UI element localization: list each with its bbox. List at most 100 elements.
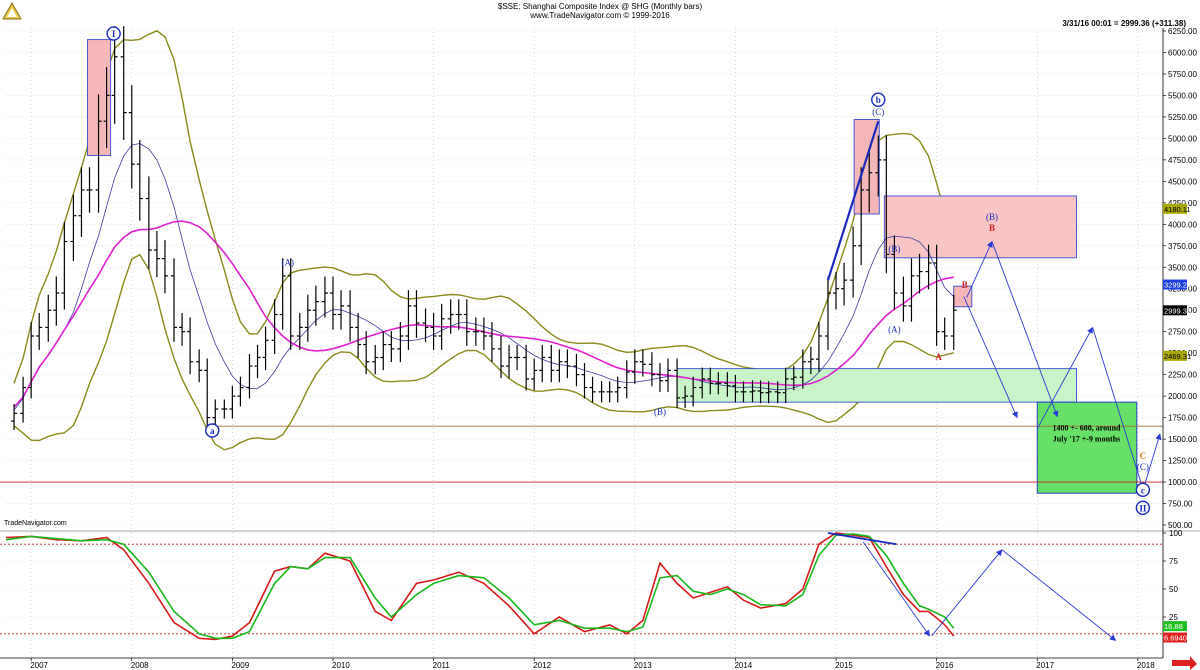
price-bar: [422, 308, 429, 342]
price-bar: [187, 317, 194, 375]
wave-B-target-box: [883, 195, 1077, 259]
y-tick-label: 4750.00: [1168, 156, 1197, 165]
x-tick-label: 2012: [533, 661, 551, 670]
price-bar: [287, 258, 294, 350]
price-bar: [665, 358, 672, 392]
price-bar: [506, 344, 513, 379]
price-bar: [815, 322, 822, 372]
y-tick-label: 6000.00: [1168, 48, 1197, 57]
y-tick-label: 1750.00: [1168, 414, 1197, 423]
y-tick-label: 1500.00: [1168, 435, 1197, 444]
price-tag-label: 4180.11: [1164, 205, 1191, 214]
price-bar: [639, 349, 646, 377]
price-bar: [304, 294, 311, 342]
x-tick-label: 2017: [1036, 661, 1054, 670]
price-bar: [523, 344, 530, 391]
osc-slow-line: [5, 533, 955, 640]
price-bar: [53, 276, 60, 326]
y-tick-label: 4250.00: [1168, 199, 1197, 208]
price-bar: [380, 331, 387, 371]
price-bar: [161, 240, 168, 294]
wave-label-C-cyan: (C): [1137, 462, 1149, 472]
price-bar: [581, 363, 588, 399]
wave-label-I-circle: [106, 26, 121, 41]
osc-y-tick-label: 75: [1169, 557, 1178, 566]
price-bar: [413, 290, 420, 338]
price-bar: [20, 376, 27, 423]
price-bar: [631, 349, 638, 384]
y-tick-label: 4000.00: [1168, 220, 1197, 229]
wave-label-II-circle: [1135, 500, 1151, 516]
wave-label-C-orange: C: [1140, 451, 1147, 461]
wave-b-top-box: [853, 119, 880, 215]
osc-tag-box: [1163, 621, 1187, 632]
arrow-to-target-1: [963, 296, 1018, 419]
price-bar: [480, 317, 487, 350]
price-bar: [463, 299, 470, 346]
arrow-up-to-2800: [1036, 326, 1093, 430]
price-bar: [279, 258, 286, 330]
chart-title: $SSE: Shanghai Composite Index @ SHG (Mo…: [497, 2, 703, 11]
wave-label-B-target: (B): [986, 212, 998, 222]
price-bar: [372, 344, 379, 375]
y-tick-label: 6250.00: [1168, 27, 1197, 36]
price-bar: [11, 404, 18, 430]
x-tick-label: 2011: [433, 661, 451, 670]
price-bar: [120, 26, 127, 140]
wave-label-b: b: [876, 95, 881, 105]
y-tick-label: 2750.00: [1168, 328, 1197, 337]
osc-fast-line: [5, 532, 955, 641]
price-bar: [488, 322, 495, 363]
price-bar: [271, 299, 278, 354]
wave-label-B-target-red: B: [989, 223, 995, 233]
price-bar: [589, 376, 596, 403]
price-bar: [70, 194, 77, 262]
price-bar: [472, 317, 479, 346]
trendline-to-b: [826, 120, 880, 281]
price-tag-label: 3299.24: [1164, 281, 1191, 290]
price-bar: [145, 176, 152, 270]
price-bar: [606, 381, 613, 403]
wave-label-C-2015: (C): [872, 107, 884, 117]
price-bar: [497, 335, 504, 379]
price-bar: [765, 381, 772, 404]
wave-label-II: II: [1139, 503, 1147, 513]
target-box-line-2: July '17 +-9 months: [1053, 435, 1120, 444]
price-bar: [204, 358, 211, 427]
wave-label-A-red: A: [935, 352, 942, 362]
x-tick-label: 2013: [634, 661, 652, 670]
x-tick-label: 2010: [332, 661, 350, 670]
price-bar: [179, 312, 186, 346]
wave-label-A-2015: (A): [888, 325, 901, 335]
x-tick-label: 2016: [936, 661, 954, 670]
price-bar: [388, 331, 395, 363]
price-bar: [774, 381, 781, 404]
y-tick-label: 500.00: [1168, 521, 1193, 530]
y-tick-label: 5750.00: [1168, 70, 1197, 79]
price-bar: [347, 290, 354, 342]
projection-arrows: [826, 120, 1162, 491]
price-bar: [531, 358, 538, 391]
osc-y-tick-label: 50: [1169, 585, 1178, 594]
y-tick-label: 3750.00: [1168, 242, 1197, 251]
osc-arrow-down-2: [1001, 549, 1117, 641]
wave-label-B-2015: (B): [888, 244, 900, 254]
price-bar: [237, 376, 244, 407]
wave-label-I: I: [112, 29, 116, 39]
wave-label-B-red: B: [962, 280, 968, 290]
price-bar: [866, 149, 873, 213]
price-bar: [648, 352, 655, 387]
osc-arrow-up: [931, 549, 1003, 637]
price-bar: [841, 262, 848, 306]
axes: 500.00 750.00 1000.00 1250.00 1500.00 1750.00…: [0, 27, 1197, 670]
price-bar: [321, 276, 328, 318]
price-bar: [296, 312, 303, 350]
x-tick-label: 2009: [231, 661, 249, 670]
price-bar: [724, 372, 731, 397]
chart-subtitle: www.TradeNavigator.com © 1999-2016: [530, 11, 670, 20]
arrow-down-to-c: [1092, 327, 1145, 490]
y-tick-label: 2000.00: [1168, 392, 1197, 401]
price-bar: [824, 276, 831, 350]
last-price-info: 3/31/16 00:01 = 2999.36 (+311.38): [1062, 19, 1186, 28]
price-bar: [682, 385, 689, 409]
